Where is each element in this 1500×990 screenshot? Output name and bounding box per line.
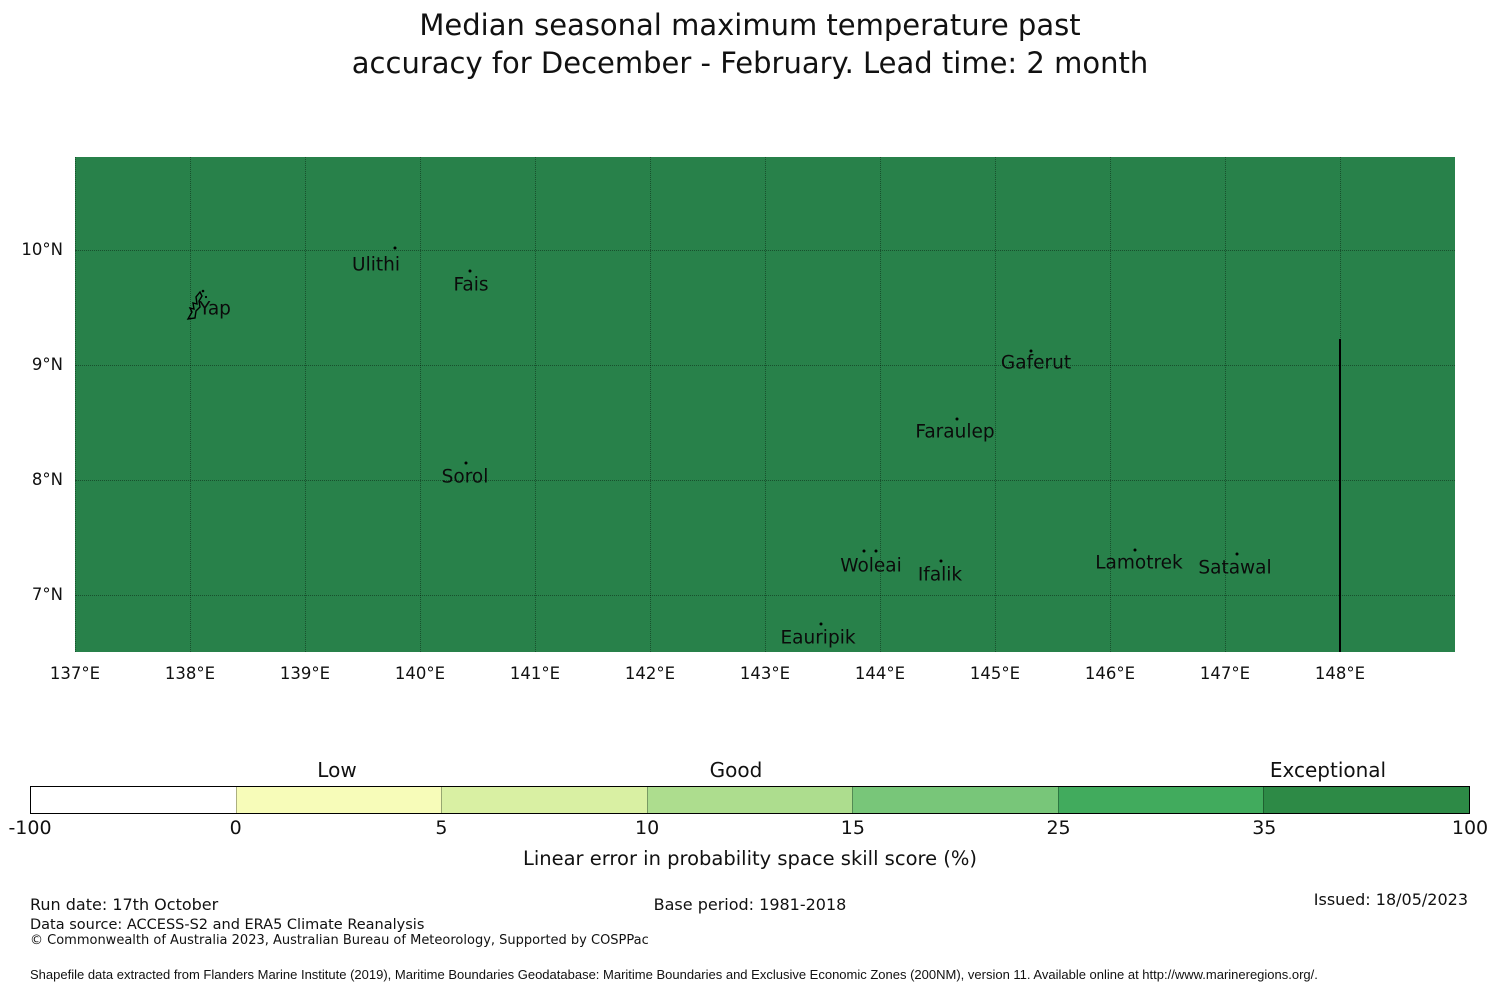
colorbar-segment — [1057, 787, 1264, 813]
y-tick-label: 10°N — [21, 240, 63, 259]
title-line-2: accuracy for December - February. Lead t… — [351, 46, 1149, 80]
y-tick-label: 7°N — [31, 585, 63, 604]
x-tick-label: 145°E — [969, 664, 1021, 683]
colorbar-category-label: Low — [317, 758, 357, 782]
x-tick-label: 144°E — [854, 664, 906, 683]
gridline-horizontal — [75, 365, 1455, 366]
colorbar-tick-label: 10 — [635, 817, 660, 839]
island-label: Eauripik — [780, 627, 856, 649]
gridline-vertical — [75, 157, 76, 652]
gridline-vertical — [995, 157, 996, 652]
x-tick-label: 147°E — [1199, 664, 1251, 683]
island-dot — [819, 622, 823, 626]
x-tick-label: 143°E — [739, 664, 791, 683]
island-dot — [955, 417, 959, 421]
x-tick-label: 139°E — [279, 664, 331, 683]
shapefile-credit-text: Shapefile data extracted from Flanders M… — [30, 967, 1318, 982]
x-tick-label: 148°E — [1314, 664, 1366, 683]
island-label: Gaferut — [1000, 352, 1072, 374]
colorbar-segment — [235, 787, 442, 813]
island-dot — [1133, 548, 1137, 552]
base-period-text: Base period: 1981-2018 — [653, 895, 847, 914]
colorbar-tick-label: -100 — [8, 817, 52, 839]
island-dot — [393, 246, 397, 250]
colorbar-segment — [1263, 787, 1470, 813]
island-dot — [1235, 552, 1239, 556]
colorbar-tick-label: 15 — [840, 817, 865, 839]
island-dot — [468, 269, 472, 273]
colorbar-axis-label: Linear error in probability space skill … — [522, 847, 978, 870]
colorbar-segment — [31, 787, 236, 813]
colorbar-segment — [441, 787, 647, 813]
colorbar-segment — [646, 787, 853, 813]
x-tick-label: 138°E — [164, 664, 216, 683]
colorbar-category-label: Exceptional — [1269, 758, 1387, 782]
issued-date-text: Issued: 18/05/2023 — [1313, 890, 1468, 909]
colorbar-tick-label: 0 — [229, 817, 242, 839]
island-label: Lamotrek — [1095, 552, 1183, 574]
y-tick-label: 9°N — [31, 355, 63, 374]
island-dot — [874, 549, 878, 553]
colorbar-tick-label: 5 — [435, 817, 448, 839]
title-line-1: Median seasonal maximum temperature past — [419, 8, 1081, 42]
island-label: Sorol — [441, 466, 489, 488]
gridline-vertical — [305, 157, 306, 652]
x-tick-label: 137°E — [49, 664, 101, 683]
gridline-vertical — [1110, 157, 1111, 652]
gridline-vertical — [535, 157, 536, 652]
x-tick-label: 146°E — [1084, 664, 1136, 683]
x-tick-label: 140°E — [394, 664, 446, 683]
gridline-horizontal — [75, 480, 1455, 481]
colorbar-tick-label: 100 — [1451, 817, 1489, 839]
colorbar-category-label: Good — [709, 758, 763, 782]
island-dot — [862, 549, 866, 553]
island-label: Fais — [453, 274, 489, 296]
x-tick-label: 141°E — [509, 664, 561, 683]
island-label: Woleai — [840, 555, 902, 577]
island-dot — [464, 461, 468, 465]
gridline-vertical — [1340, 157, 1341, 652]
gridline-horizontal — [75, 250, 1455, 251]
island-dot — [1029, 349, 1033, 353]
gridline-vertical — [650, 157, 651, 652]
y-tick-label: 8°N — [31, 470, 63, 489]
data-source-text: Data source: ACCESS-S2 and ERA5 Climate … — [30, 917, 425, 933]
island-label: Faraulep — [915, 421, 995, 443]
figure-title: Median seasonal maximum temperature past… — [0, 6, 1500, 82]
island-dot — [939, 559, 943, 563]
map-canvas: Yap Ulithi Fais Sorol Gaferut Faraulep Woleai I… — [75, 157, 1455, 652]
run-date-text: Run date: 17th October — [30, 895, 219, 914]
colorbar-segment — [852, 787, 1058, 813]
gridline-vertical — [1225, 157, 1226, 652]
colorbar-tick-label: 35 — [1252, 817, 1277, 839]
gridline-vertical — [765, 157, 766, 652]
gridline-vertical — [420, 157, 421, 652]
copyright-text: © Commonwealth of Australia 2023, Austra… — [30, 933, 649, 948]
yap-island-outline — [186, 289, 208, 320]
eez-boundary-line — [1339, 339, 1341, 652]
island-label: Ifalik — [917, 564, 963, 586]
x-tick-label: 142°E — [624, 664, 676, 683]
colorbar — [30, 786, 1470, 814]
gridline-vertical — [190, 157, 191, 652]
gridline-horizontal — [75, 595, 1455, 596]
island-label: Ulithi — [352, 254, 400, 276]
island-label: Satawal — [1198, 557, 1272, 579]
island-label: Yap — [199, 298, 231, 320]
colorbar-tick-label: 25 — [1046, 817, 1071, 839]
gridline-vertical — [880, 157, 881, 652]
